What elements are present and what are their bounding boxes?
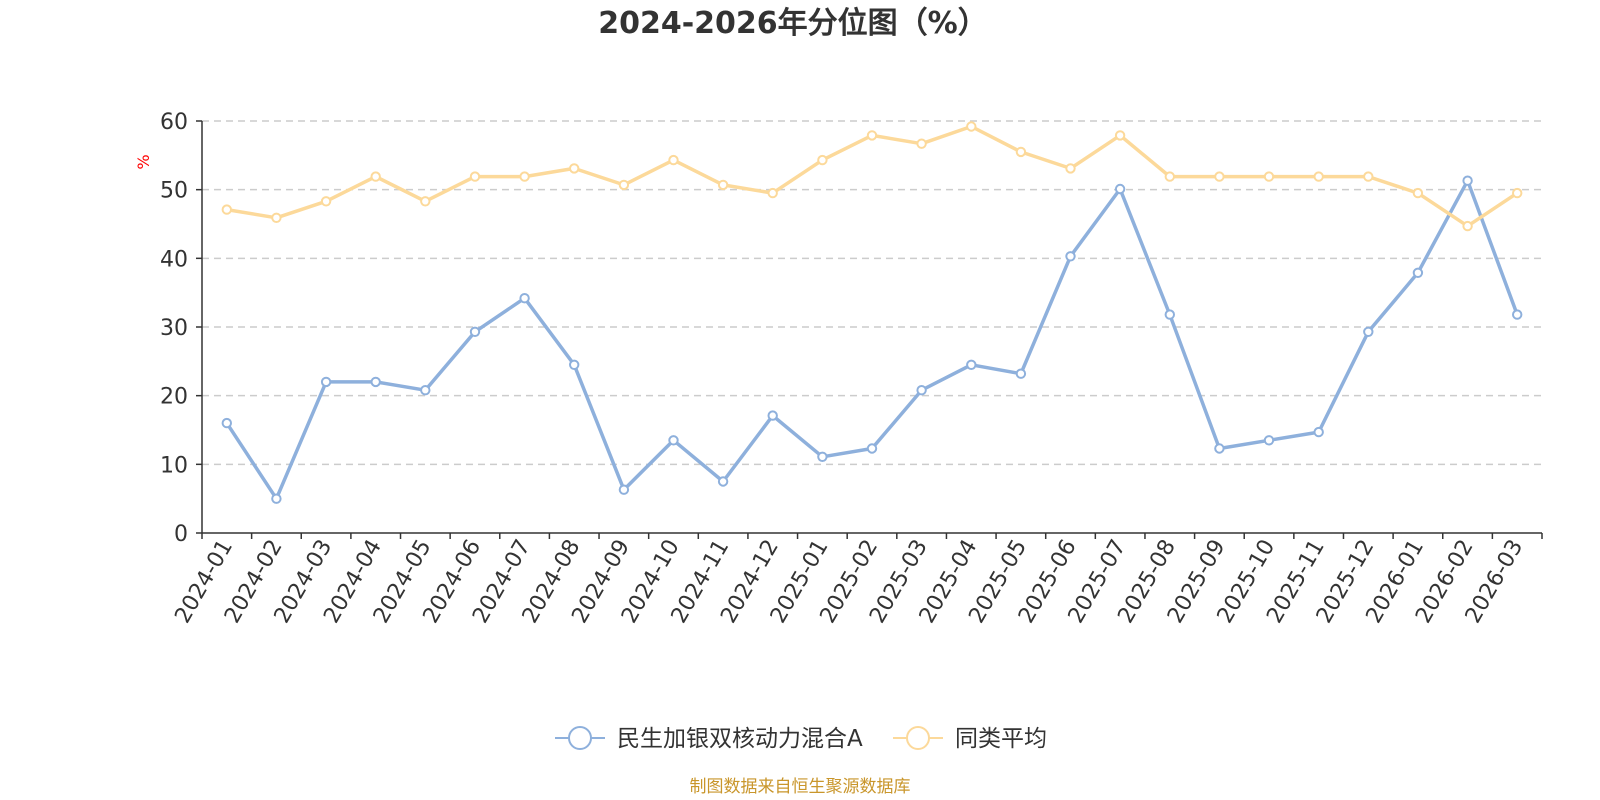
data-point <box>668 435 679 446</box>
data-point <box>767 410 778 421</box>
data-point <box>1164 309 1176 320</box>
data-point <box>618 179 630 191</box>
data-point <box>866 130 878 141</box>
series-points <box>221 121 1523 504</box>
data-point <box>817 451 828 462</box>
y-tick-label: 10 <box>160 453 188 478</box>
data-point <box>668 154 679 166</box>
data-point <box>1313 171 1324 182</box>
data-point <box>1512 187 1523 199</box>
data-point <box>271 212 282 224</box>
data-point <box>767 187 778 199</box>
y-axis-unit: % <box>134 154 153 169</box>
data-point <box>1263 435 1275 446</box>
data-point <box>717 179 729 191</box>
data-point <box>1263 171 1275 182</box>
data-point <box>569 359 580 370</box>
data-point <box>370 376 381 388</box>
data-point <box>1462 220 1473 232</box>
data-point <box>370 171 381 182</box>
data-point <box>1114 130 1126 141</box>
data-point <box>1412 187 1424 199</box>
data-point <box>1065 251 1076 262</box>
legend-label: 民生加银双核动力混合A <box>617 726 863 752</box>
data-point <box>469 171 481 182</box>
chart-title: 2024-2026年分位图（%） <box>598 6 988 41</box>
data-point <box>1164 171 1176 182</box>
data-point <box>1412 267 1424 278</box>
data-point <box>1512 309 1523 320</box>
y-tick-label: 30 <box>160 316 188 341</box>
data-point <box>221 204 233 215</box>
data-point <box>817 154 828 166</box>
series-lines <box>225 124 1519 501</box>
data-point <box>1363 171 1374 182</box>
data-point <box>519 171 530 182</box>
data-point <box>1065 163 1076 174</box>
x-tick-labels: 2024-012024-022024-032024-042024-052024-… <box>170 536 1528 628</box>
data-point <box>420 385 431 396</box>
data-point <box>469 326 481 337</box>
data-point <box>618 484 630 495</box>
data-point <box>1462 175 1473 186</box>
data-point <box>569 163 580 174</box>
data-point <box>1214 443 1225 454</box>
y-tick-label: 40 <box>160 247 188 272</box>
data-point <box>1114 183 1126 195</box>
data-point <box>420 196 431 207</box>
y-tick-label: 0 <box>174 522 188 547</box>
y-tick-label: 50 <box>160 179 188 204</box>
axes <box>196 120 1543 539</box>
data-point <box>916 138 927 149</box>
data-point <box>320 376 332 388</box>
data-point <box>1313 426 1324 438</box>
y-tick-label: 20 <box>160 385 188 410</box>
data-point <box>519 293 530 304</box>
legend: 民生加银双核动力混合A 同类平均 <box>555 726 1047 752</box>
data-point <box>717 476 729 487</box>
source-note: 制图数据来自恒生聚源数据库 <box>690 777 911 797</box>
legend-label: 同类平均 <box>955 726 1047 752</box>
data-point <box>1015 368 1027 379</box>
data-point <box>1015 146 1027 158</box>
data-point <box>320 196 332 207</box>
legend-marker <box>568 726 592 750</box>
data-point <box>1363 326 1374 337</box>
data-point <box>966 359 977 370</box>
data-point <box>271 493 282 504</box>
data-point <box>916 385 927 396</box>
data-point <box>1214 171 1225 182</box>
grid-lines <box>202 120 1542 466</box>
data-point <box>221 417 233 429</box>
y-tick-label: 60 <box>160 110 188 135</box>
data-point <box>966 121 977 132</box>
data-point <box>866 443 878 454</box>
y-tick-labels: 0 10 20 30 40 50 60 <box>160 110 188 547</box>
legend-marker <box>906 726 930 750</box>
